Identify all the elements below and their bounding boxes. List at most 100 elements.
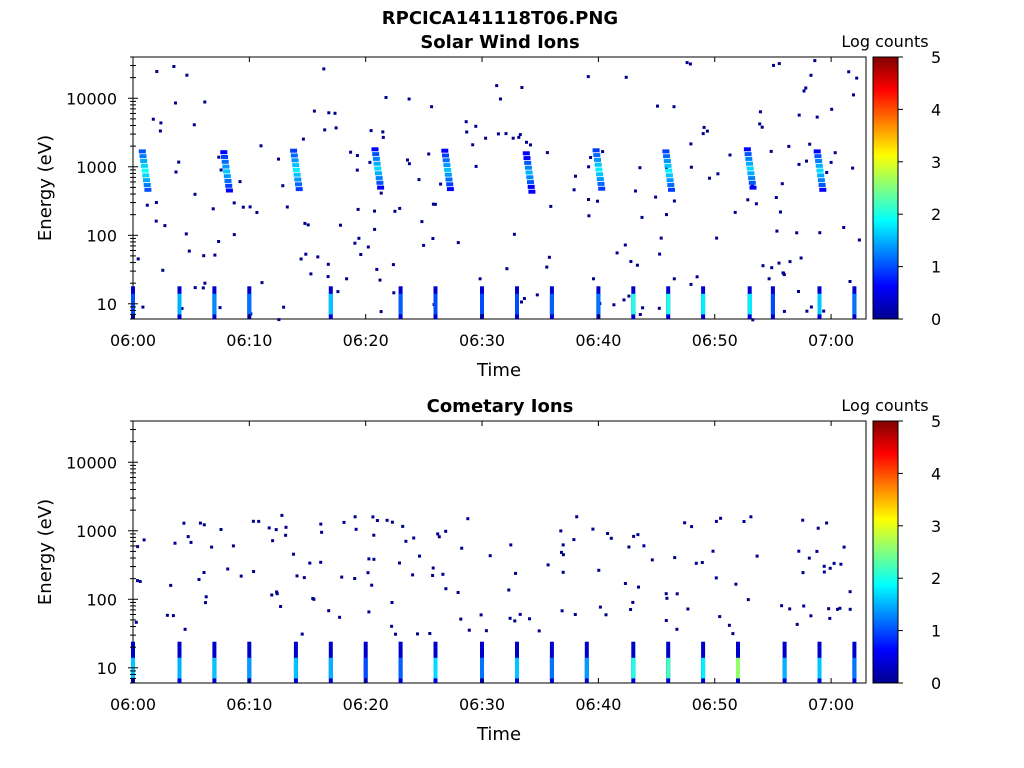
count-pixel	[634, 189, 637, 193]
count-pixel	[411, 573, 415, 577]
count-pixel	[142, 538, 146, 542]
x-tick-label: 06:20	[343, 331, 389, 350]
count-pixel	[284, 533, 288, 537]
count-pixel	[302, 576, 306, 580]
low-energy-column-peak	[398, 293, 403, 315]
figure-title: RPCICA141118T06.PNG	[382, 8, 618, 29]
count-pixel	[417, 178, 421, 182]
low-energy-column-peak	[177, 293, 182, 315]
count-pixel	[479, 613, 483, 617]
low-energy-column-peak	[212, 657, 217, 679]
low-energy-column-peak	[736, 657, 740, 679]
count-pixel	[549, 204, 553, 208]
count-pixel	[371, 515, 375, 519]
count-pixel	[801, 571, 805, 575]
count-pixel	[572, 188, 576, 192]
count-pixel	[664, 619, 668, 622]
count-pixel	[431, 574, 435, 577]
count-pixel	[802, 89, 806, 93]
count-pixel	[731, 632, 735, 636]
count-pixel	[513, 619, 517, 623]
count-pixel	[683, 521, 687, 525]
count-pixel	[416, 632, 419, 636]
colorbar-tick-label: 5	[931, 412, 941, 431]
low-energy-column-peak	[770, 293, 775, 315]
low-energy-column-peak	[328, 293, 333, 315]
y-ticks: 10 100 1000 10000	[66, 420, 138, 684]
count-pixel	[285, 205, 289, 209]
y-tick-label: 100	[86, 590, 117, 609]
count-pixel	[275, 590, 279, 594]
count-pixel	[141, 305, 145, 309]
count-pixel	[390, 601, 394, 604]
count-pixel	[638, 313, 642, 316]
count-pixel	[575, 515, 579, 519]
count-pixel	[495, 84, 499, 88]
plot-frame	[132, 56, 867, 320]
count-pixel	[323, 128, 327, 132]
count-pixel	[818, 231, 822, 235]
low-energy-column-peak	[398, 657, 403, 679]
count-pixel	[390, 624, 394, 628]
low-energy-column-peak	[852, 657, 857, 679]
solar-wind-beam	[522, 151, 536, 194]
count-pixel	[353, 241, 357, 245]
count-pixel	[589, 156, 593, 159]
count-pixel	[587, 165, 591, 169]
count-pixel	[689, 142, 693, 146]
count-pixel	[746, 598, 750, 602]
low-energy-column-peak	[817, 657, 822, 679]
count-pixel	[825, 171, 829, 174]
count-pixel	[827, 607, 831, 611]
count-pixel	[339, 223, 342, 227]
count-pixel	[282, 305, 286, 309]
count-pixel	[271, 539, 275, 543]
count-pixel	[359, 253, 363, 256]
count-pixel	[204, 595, 208, 599]
count-pixel	[155, 70, 159, 73]
count-pixel	[672, 277, 676, 281]
count-pixel	[136, 579, 139, 583]
y-tick-label: 10000	[66, 453, 117, 472]
count-pixel	[456, 591, 460, 594]
count-pixel	[193, 192, 197, 196]
count-pixel	[624, 75, 628, 79]
count-pixel	[505, 267, 509, 271]
count-pixel	[769, 149, 773, 153]
count-pixel	[797, 290, 800, 293]
colorbar-tick-label: 3	[931, 517, 941, 536]
count-pixel	[340, 575, 344, 579]
x-axis-label: Time	[476, 724, 521, 745]
count-pixel	[761, 264, 765, 268]
solar-wind-beam	[138, 149, 152, 192]
y-tick-label: 1000	[76, 522, 117, 541]
count-pixel	[797, 113, 801, 117]
count-pixel	[277, 157, 280, 161]
low-energy-column-peak	[666, 293, 671, 315]
count-pixel	[366, 571, 370, 575]
count-pixel	[848, 280, 852, 283]
count-pixel	[219, 168, 223, 172]
count-pixel	[316, 255, 320, 259]
low-energy-column-peak	[852, 293, 857, 315]
count-pixel	[561, 553, 565, 557]
y-axis-label: Energy (eV)	[35, 499, 56, 605]
count-pixel	[368, 160, 372, 164]
count-pixel	[292, 552, 295, 556]
count-pixel	[197, 578, 201, 581]
x-tick-label: 06:00	[110, 695, 156, 714]
count-pixel	[623, 243, 627, 247]
count-pixel	[688, 62, 692, 66]
count-pixel	[689, 165, 693, 169]
count-pixel	[320, 530, 324, 534]
count-pixel	[719, 516, 723, 520]
count-pixel	[525, 140, 528, 144]
count-pixel	[439, 182, 443, 186]
count-pixel	[520, 300, 523, 304]
count-pixel	[427, 152, 431, 156]
count-pixel	[177, 160, 181, 164]
count-pixel	[629, 608, 633, 611]
count-pixel	[672, 105, 676, 109]
count-pixel	[174, 170, 178, 174]
count-pixel	[755, 554, 759, 558]
